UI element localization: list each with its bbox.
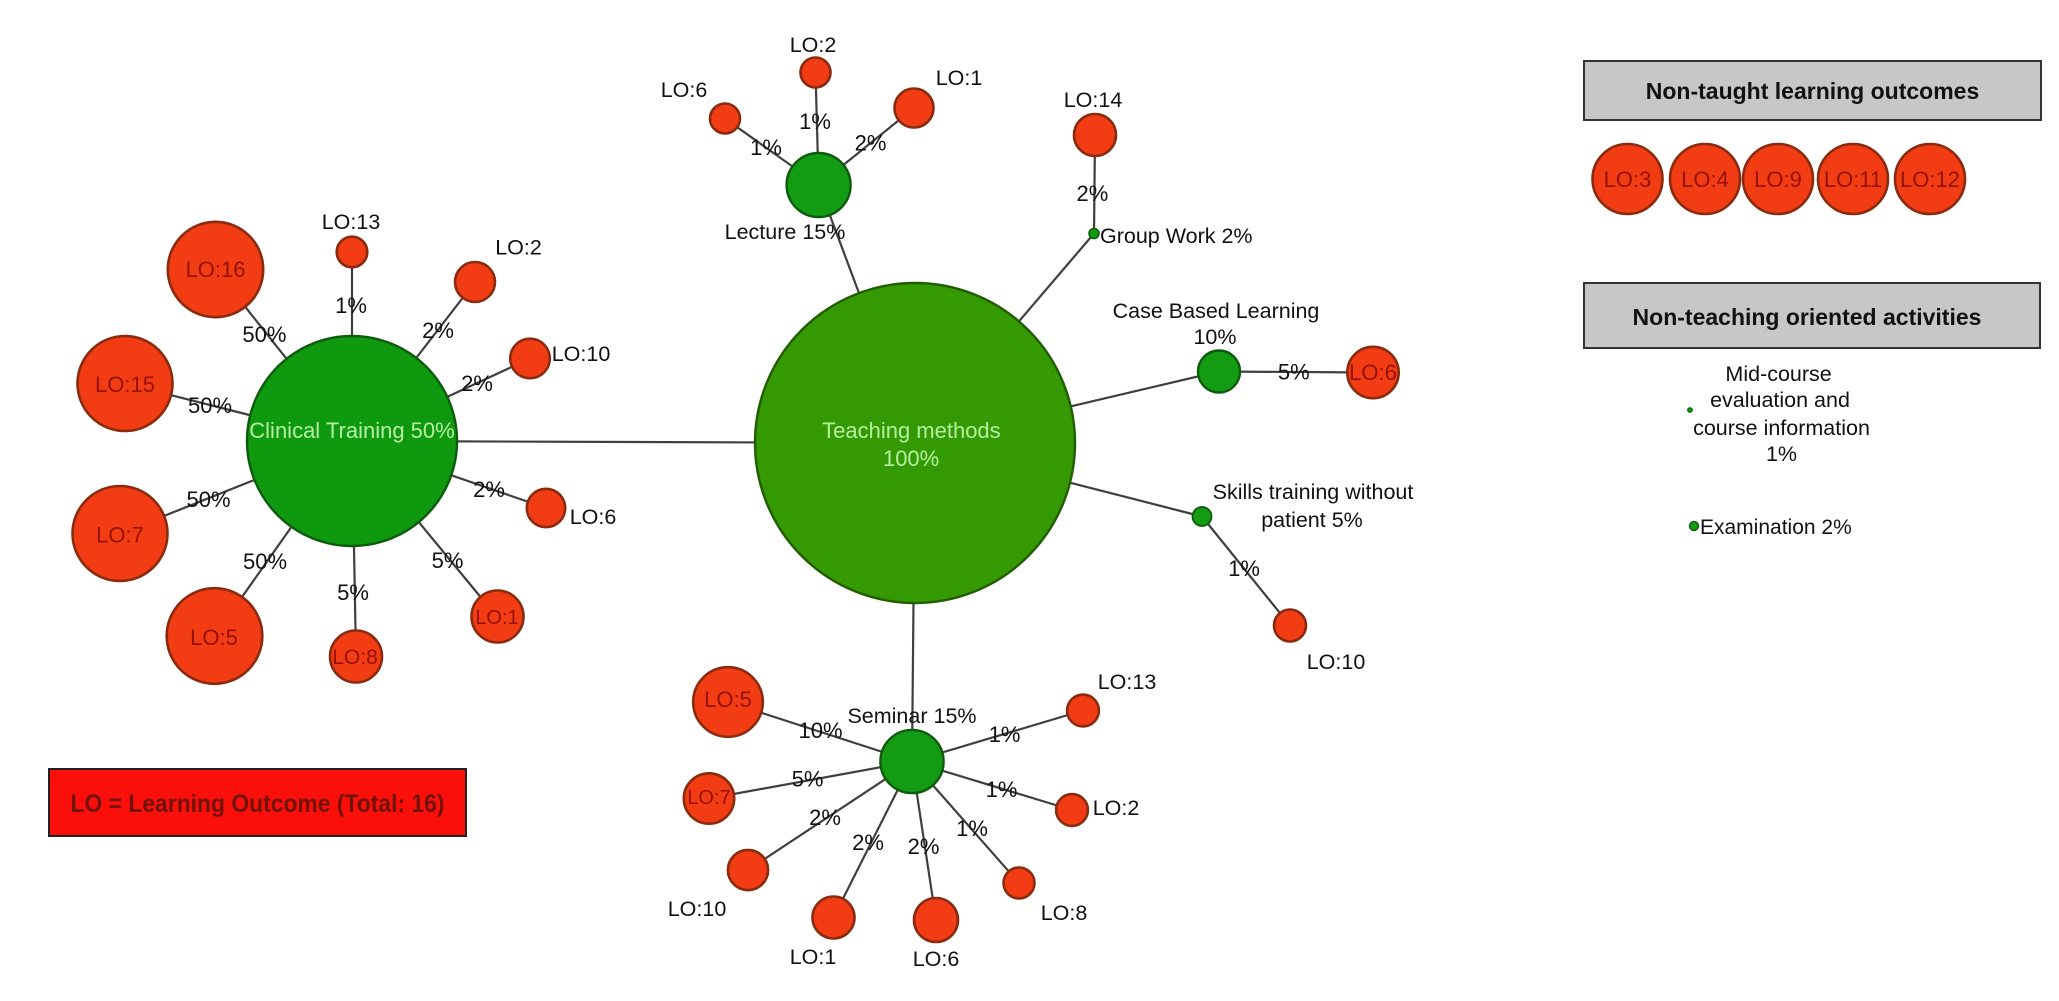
svg-text:50%: 50% xyxy=(243,549,287,574)
svg-text:LO:12: LO:12 xyxy=(1900,167,1960,192)
svg-text:Lecture 15%: Lecture 15% xyxy=(725,220,846,244)
svg-text:2%: 2% xyxy=(852,830,884,855)
svg-text:LO:7: LO:7 xyxy=(687,787,730,809)
svg-text:LO:7: LO:7 xyxy=(96,523,144,548)
svg-text:Seminar 15%: Seminar 15% xyxy=(847,704,976,728)
svg-text:LO:6: LO:6 xyxy=(913,947,960,971)
svg-text:Clinical Training 50%: Clinical Training 50% xyxy=(249,418,454,443)
svg-text:100%: 100% xyxy=(883,446,939,471)
svg-text:LO:11: LO:11 xyxy=(1824,167,1882,192)
svg-text:1%: 1% xyxy=(986,777,1018,802)
svg-text:LO:6: LO:6 xyxy=(1349,360,1397,385)
svg-text:2%: 2% xyxy=(908,834,940,859)
svg-text:5%: 5% xyxy=(432,548,464,573)
svg-text:2%: 2% xyxy=(1077,181,1109,206)
svg-text:2%: 2% xyxy=(422,318,454,343)
svg-text:2%: 2% xyxy=(461,371,493,396)
svg-text:Teaching methods: Teaching methods xyxy=(822,418,1001,443)
svg-text:LO:10: LO:10 xyxy=(668,897,727,921)
svg-text:LO:10: LO:10 xyxy=(552,342,611,366)
svg-text:Case Based Learning: Case Based Learning xyxy=(1113,299,1320,323)
svg-text:1%: 1% xyxy=(1228,556,1260,581)
svg-text:Non-teaching oriented activiti: Non-teaching oriented activities xyxy=(1633,304,1982,330)
svg-text:LO:2: LO:2 xyxy=(495,236,542,260)
svg-text:50%: 50% xyxy=(186,487,230,512)
svg-text:Group Work 2%: Group Work 2% xyxy=(1100,224,1253,248)
svg-text:2%: 2% xyxy=(473,477,505,502)
svg-text:1%: 1% xyxy=(799,109,831,134)
svg-text:LO:5: LO:5 xyxy=(704,687,752,712)
svg-text:2%: 2% xyxy=(809,805,841,830)
svg-text:50%: 50% xyxy=(188,393,232,418)
svg-text:5%: 5% xyxy=(337,580,369,605)
svg-text:LO:5: LO:5 xyxy=(190,625,238,650)
svg-text:LO:2: LO:2 xyxy=(1093,796,1140,820)
svg-text:LO:9: LO:9 xyxy=(1754,167,1802,192)
svg-text:course information: course information xyxy=(1693,416,1870,440)
svg-text:1%: 1% xyxy=(956,816,988,841)
svg-text:LO:3: LO:3 xyxy=(1604,167,1652,192)
svg-text:LO:2: LO:2 xyxy=(790,33,837,57)
svg-text:Skills training without: Skills training without xyxy=(1213,480,1414,504)
svg-text:LO:8: LO:8 xyxy=(332,646,378,669)
svg-text:LO:15: LO:15 xyxy=(95,372,155,397)
svg-text:LO:13: LO:13 xyxy=(322,210,381,234)
svg-text:LO:8: LO:8 xyxy=(1041,901,1088,925)
svg-text:1%: 1% xyxy=(989,722,1021,747)
svg-text:10%: 10% xyxy=(1193,325,1236,349)
svg-text:LO:13: LO:13 xyxy=(1098,670,1157,694)
svg-text:Mid-course: Mid-course xyxy=(1725,362,1831,386)
svg-text:LO:6: LO:6 xyxy=(570,505,617,529)
svg-text:LO:10: LO:10 xyxy=(1307,650,1366,674)
svg-text:Examination 2%: Examination 2% xyxy=(1700,516,1852,539)
svg-text:2%: 2% xyxy=(855,131,887,156)
svg-text:LO:1: LO:1 xyxy=(790,945,837,969)
svg-text:Non-taught learning outcomes: Non-taught learning outcomes xyxy=(1646,78,1980,104)
svg-text:evaluation and: evaluation and xyxy=(1710,388,1850,412)
svg-text:1%: 1% xyxy=(750,135,782,160)
svg-text:LO:1: LO:1 xyxy=(936,66,983,90)
svg-text:1%: 1% xyxy=(1766,442,1797,466)
svg-text:patient 5%: patient 5% xyxy=(1261,508,1363,532)
svg-text:1%: 1% xyxy=(335,293,367,318)
svg-text:LO:4: LO:4 xyxy=(1681,167,1729,192)
svg-text:LO:16: LO:16 xyxy=(186,257,246,282)
svg-text:10%: 10% xyxy=(798,718,842,743)
svg-text:5%: 5% xyxy=(1278,360,1310,385)
svg-text:LO:14: LO:14 xyxy=(1064,88,1123,112)
svg-text:LO:1: LO:1 xyxy=(475,607,518,629)
svg-text:LO = Learning Outcome (Total:: LO = Learning Outcome (Total: 16) xyxy=(71,790,445,818)
svg-text:50%: 50% xyxy=(242,322,286,347)
svg-text:LO:6: LO:6 xyxy=(661,78,708,102)
svg-text:5%: 5% xyxy=(792,767,824,792)
